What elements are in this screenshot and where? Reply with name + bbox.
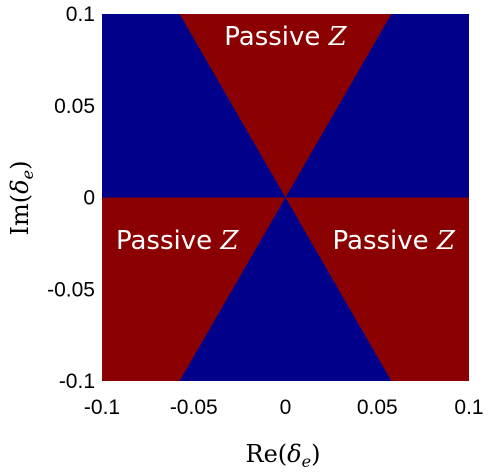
y-axis-label: Im(δe) bbox=[6, 161, 37, 236]
passive-region-2 bbox=[102, 197, 286, 381]
region-label-text: Passive bbox=[333, 226, 437, 256]
x-tick-label: -0.1 bbox=[84, 396, 120, 419]
region-label-symbol: Z bbox=[219, 226, 239, 256]
x-axis-label: Re(δe) bbox=[246, 440, 321, 471]
region-label-text: Passive bbox=[224, 22, 328, 52]
y-tick-label: 0.05 bbox=[54, 95, 95, 118]
region-label-3: Passive Z bbox=[333, 226, 456, 256]
region-label-1: Passive Z bbox=[224, 22, 347, 52]
y-tick-label: 0.1 bbox=[66, 3, 95, 26]
region-label-2: Passive Z bbox=[116, 226, 239, 256]
x-tick-label: 0.1 bbox=[454, 396, 483, 419]
passive-region-3 bbox=[285, 197, 469, 381]
y-tick-label: -0.1 bbox=[59, 370, 95, 393]
y-tick-labels: 0.1 0.05 0 -0.05 -0.1 bbox=[47, 3, 95, 393]
x-tick-label: -0.05 bbox=[170, 396, 218, 419]
region-label-text: Passive bbox=[116, 226, 220, 256]
region-label-symbol: Z bbox=[328, 22, 348, 52]
passive-region-1 bbox=[179, 14, 392, 198]
region-label-symbol: Z bbox=[436, 226, 456, 256]
y-tick-label: -0.05 bbox=[47, 278, 95, 301]
x-tick-label: 0 bbox=[280, 396, 292, 419]
y-tick-label: 0 bbox=[83, 187, 95, 210]
x-tick-labels: -0.1 -0.05 0 0.05 0.1 bbox=[84, 396, 484, 419]
x-tick-label: 0.05 bbox=[357, 396, 398, 419]
